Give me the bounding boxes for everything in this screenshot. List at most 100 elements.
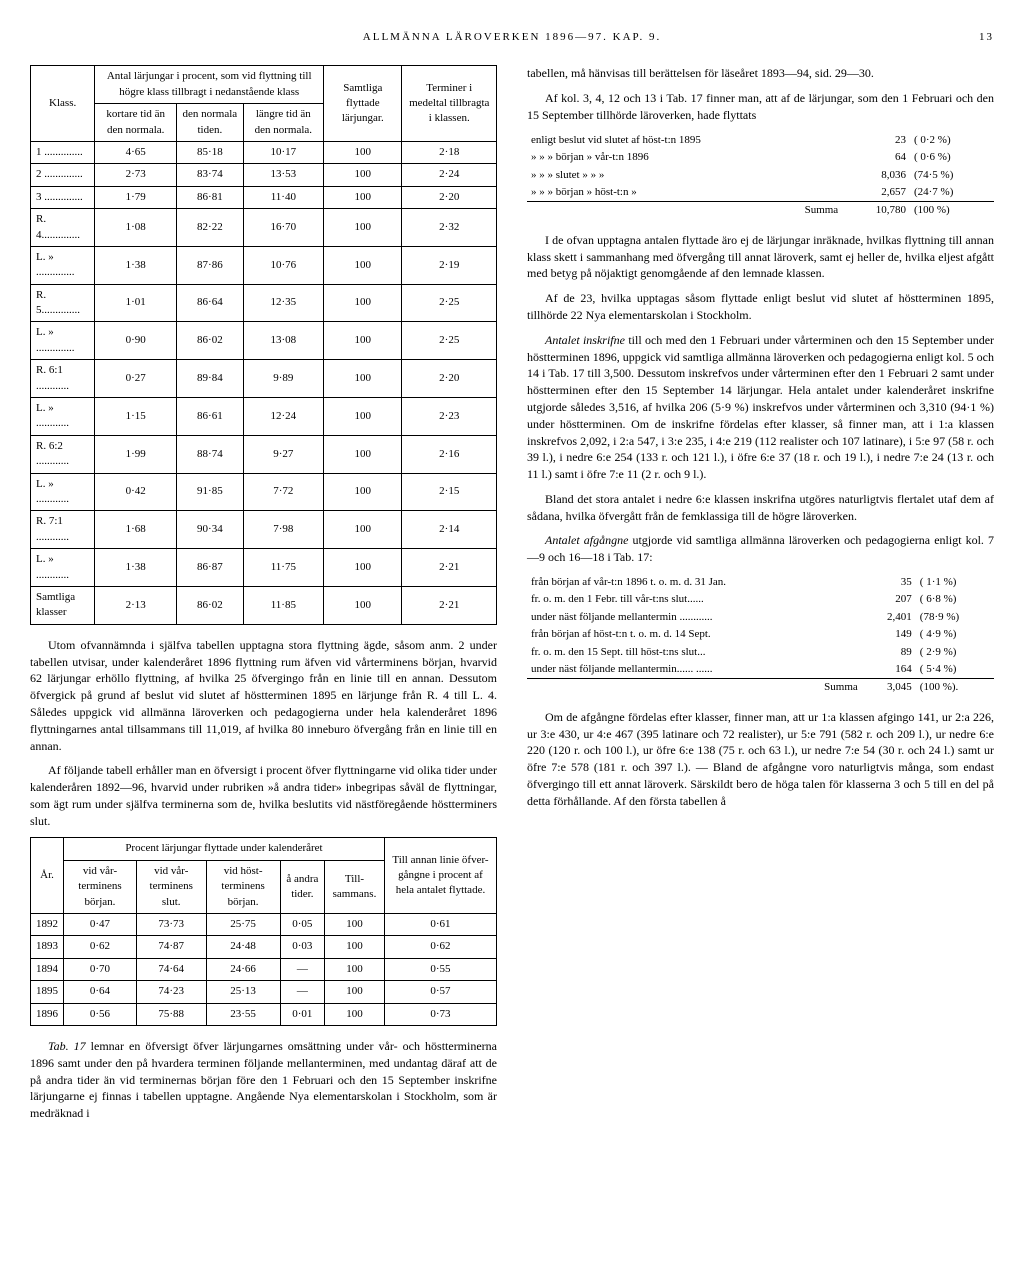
cell: 0·62	[64, 936, 137, 958]
table-row: 18940·7074·6424·66—1000·55	[31, 958, 497, 980]
cell: 11·85	[243, 586, 324, 624]
cell: 1893	[31, 936, 64, 958]
cell: —	[280, 981, 324, 1003]
cell: 0·90	[95, 322, 177, 360]
cell: 90·34	[177, 511, 243, 549]
table-row: fr. o. m. den 1 Febr. till vår-t:ns slut…	[527, 591, 994, 608]
page-number: 13	[979, 30, 994, 45]
cell: 2·16	[402, 435, 497, 473]
cell: 91·85	[177, 473, 243, 511]
cell: 0·73	[384, 1003, 496, 1025]
cell: (100 %).	[916, 679, 994, 697]
cell: 85·18	[177, 141, 243, 163]
cell: 100	[324, 398, 402, 436]
cell: ( 6·8 %)	[916, 591, 994, 608]
table-2: År. Procent lärjungar flyttade under kal…	[30, 837, 497, 1026]
cell: L. » ..............	[31, 322, 95, 360]
t2-h-year: År.	[31, 838, 64, 914]
cell: Samtliga klasser	[31, 586, 95, 624]
t2-h-d: å andra tider.	[280, 860, 324, 913]
para-3: Tab. 17 lemnar en öfversigt öfver lärjun…	[30, 1038, 497, 1122]
table-row: L. » ............1·1586·6112·241002·23	[31, 398, 497, 436]
cell: 164	[862, 661, 916, 679]
cell: 0·62	[384, 936, 496, 958]
cell: 82·22	[177, 209, 243, 247]
cell: 0·42	[95, 473, 177, 511]
cell: 86·61	[177, 398, 243, 436]
table-row: L. » ..............0·9086·0213·081002·25	[31, 322, 497, 360]
t1-h-group: Antal lärjungar i procent, som vid flytt…	[95, 66, 324, 104]
cell: » » » början » vår-t:n 1896	[527, 149, 842, 166]
cell: 2·25	[402, 322, 497, 360]
t1-h-b: den normala tiden.	[177, 104, 243, 142]
t1-h-samtliga: Samtliga flyttade lärjungar.	[324, 66, 402, 142]
cell: 0·55	[384, 958, 496, 980]
cell: 1896	[31, 1003, 64, 1025]
cell: 100	[325, 958, 385, 980]
table-row: under näst följande mellantermin...... .…	[527, 661, 994, 679]
cell: 100	[324, 473, 402, 511]
t2-h-a: vid vår-terminens början.	[64, 860, 137, 913]
cell: 100	[324, 246, 402, 284]
cell: 3,045	[862, 679, 916, 697]
cell: 24·66	[206, 958, 280, 980]
t1-h-a: kortare tid än den normala.	[95, 104, 177, 142]
table-row: » » » början » höst-t:n »2,657(24·7 %)	[527, 184, 994, 202]
cell: 87·86	[177, 246, 243, 284]
cell: 1·15	[95, 398, 177, 436]
table-row: under näst följande mellantermin .......…	[527, 609, 994, 626]
cell: Summa	[527, 679, 862, 697]
table-sum-row: Summa10,780(100 %)	[527, 202, 994, 220]
cell: 0·61	[384, 914, 496, 936]
cell: 2·15	[402, 473, 497, 511]
cell: 207	[862, 591, 916, 608]
cell: 100	[324, 586, 402, 624]
cell: enligt beslut vid slutet af höst-t:n 189…	[527, 132, 842, 149]
cell: 0·03	[280, 936, 324, 958]
cell: 2,657	[842, 184, 910, 202]
cell: 0·01	[280, 1003, 324, 1025]
cell: 0·64	[64, 981, 137, 1003]
cell: R. 6:1 ............	[31, 360, 95, 398]
cell: 86·02	[177, 586, 243, 624]
t2-h-b: vid vår-terminens slut.	[136, 860, 206, 913]
cell: 1·38	[95, 549, 177, 587]
table-row: från början af höst-t:n t. o. m. d. 14 S…	[527, 626, 994, 643]
cell: » » » början » höst-t:n »	[527, 184, 842, 202]
table-row: R. 4..............1·0882·2216·701002·32	[31, 209, 497, 247]
cell: 0·56	[64, 1003, 137, 1025]
cell: 0·47	[64, 914, 137, 936]
cell: ( 2·9 %)	[916, 644, 994, 661]
cell: 75·88	[136, 1003, 206, 1025]
t2-h-e: Till-sammans.	[325, 860, 385, 913]
cell: 11·75	[243, 549, 324, 587]
cell: 1·38	[95, 246, 177, 284]
cell: 73·73	[136, 914, 206, 936]
table-row: 18960·5675·8823·550·011000·73	[31, 1003, 497, 1025]
para-5: Af kol. 3, 4, 12 och 13 i Tab. 17 finner…	[527, 90, 994, 124]
cell: 2·13	[95, 586, 177, 624]
table-sum-row: Summa3,045(100 %).	[527, 679, 994, 697]
cell: (74·5 %)	[910, 167, 994, 184]
cell: 2 ..............	[31, 164, 95, 186]
cell: 100	[325, 1003, 385, 1025]
cell: 86·81	[177, 186, 243, 208]
cell: 1·08	[95, 209, 177, 247]
cell: 13·53	[243, 164, 324, 186]
table-3: enligt beslut vid slutet af höst-t:n 189…	[527, 132, 994, 220]
cell: 89	[862, 644, 916, 661]
cell: 100	[325, 981, 385, 1003]
cell: » » » slutet » » »	[527, 167, 842, 184]
cell: 100	[324, 549, 402, 587]
cell: L. » ............	[31, 549, 95, 587]
cell: fr. o. m. den 15 Sept. till höst-t:ns sl…	[527, 644, 862, 661]
cell: 35	[862, 574, 916, 591]
cell: 13·08	[243, 322, 324, 360]
table-row: L. » ............0·4291·857·721002·15	[31, 473, 497, 511]
cell: från början af vår-t:n 1896 t. o. m. d. …	[527, 574, 862, 591]
table-row: L. » ..............1·3887·8610·761002·19	[31, 246, 497, 284]
page-header: ALLMÄNNA LÄROVERKEN 1896—97. KAP. 9. 13	[30, 30, 994, 45]
cell: 1·68	[95, 511, 177, 549]
cell: 8,036	[842, 167, 910, 184]
table-1: Klass. Antal lärjungar i procent, som vi…	[30, 65, 497, 624]
